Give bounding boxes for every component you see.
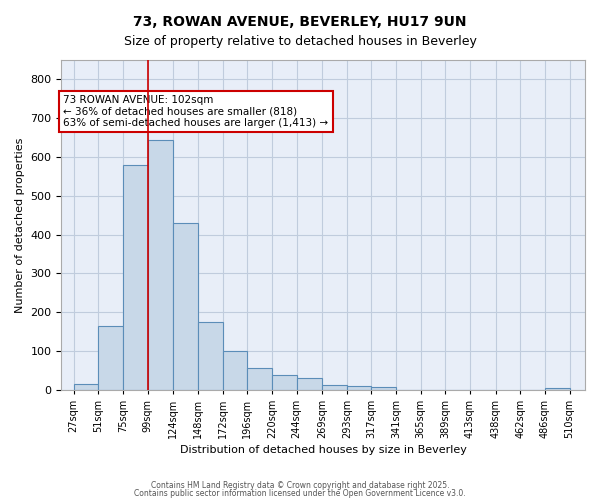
Bar [347, 386, 371, 390]
Bar [322, 385, 347, 390]
Bar [545, 388, 569, 390]
Bar [223, 351, 247, 390]
Text: 73, ROWAN AVENUE, BEVERLEY, HU17 9UN: 73, ROWAN AVENUE, BEVERLEY, HU17 9UN [133, 15, 467, 29]
Text: 73 ROWAN AVENUE: 102sqm
← 36% of detached houses are smaller (818)
63% of semi-d: 73 ROWAN AVENUE: 102sqm ← 36% of detache… [64, 95, 329, 128]
Bar [371, 386, 396, 390]
Y-axis label: Number of detached properties: Number of detached properties [15, 137, 25, 312]
Text: Contains HM Land Registry data © Crown copyright and database right 2025.: Contains HM Land Registry data © Crown c… [151, 481, 449, 490]
Bar [74, 384, 98, 390]
Bar [296, 378, 322, 390]
Bar [247, 368, 272, 390]
Bar [148, 140, 173, 390]
Text: Contains public sector information licensed under the Open Government Licence v3: Contains public sector information licen… [134, 488, 466, 498]
X-axis label: Distribution of detached houses by size in Beverley: Distribution of detached houses by size … [180, 445, 467, 455]
Bar [173, 223, 198, 390]
Bar [272, 375, 296, 390]
Bar [123, 164, 148, 390]
Bar [98, 326, 123, 390]
Text: Size of property relative to detached houses in Beverley: Size of property relative to detached ho… [124, 35, 476, 48]
Bar [198, 322, 223, 390]
